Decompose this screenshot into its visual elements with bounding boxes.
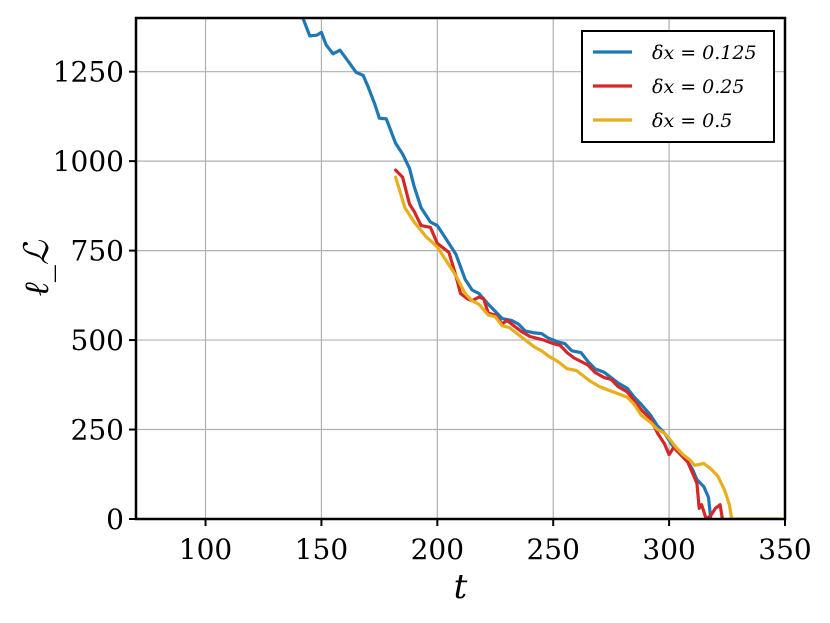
y-tick-label: 750	[71, 235, 124, 268]
legend-label-1: δx = 0.125	[652, 42, 757, 64]
legend-label-2: δx = 0.25	[652, 76, 744, 98]
x-tick-label: 300	[642, 533, 695, 566]
x-tick-label: 200	[411, 533, 464, 566]
series-line-2	[394, 168, 724, 519]
tick-labels: 100 150 200 250 300 350 0 250 500 750 1000 1250	[53, 56, 812, 566]
y-tick-label: 0	[106, 503, 124, 536]
y-tick-label: 1000	[53, 145, 124, 178]
y-tick-label: 1250	[53, 56, 124, 89]
x-tick-label: 150	[295, 533, 348, 566]
x-tick-label: 100	[179, 533, 232, 566]
tick-marks	[129, 70, 786, 526]
x-axis-label: t	[454, 567, 468, 607]
y-axis-label-group: ℓ_ℒ	[17, 239, 57, 296]
y-axis-label: ℓ_ℒ	[17, 239, 57, 296]
y-tick-label: 250	[71, 414, 124, 447]
y-tick-label: 500	[71, 324, 124, 357]
plot-frame	[134, 16, 787, 521]
legend: δx = 0.125 δx = 0.25 δx = 0.5	[581, 30, 775, 143]
series-line-3	[394, 175, 782, 519]
x-tick-label: 250	[526, 533, 579, 566]
x-tick-label: 350	[758, 533, 811, 566]
series-group	[301, 18, 782, 519]
legend-label-3: δx = 0.5	[652, 110, 732, 132]
